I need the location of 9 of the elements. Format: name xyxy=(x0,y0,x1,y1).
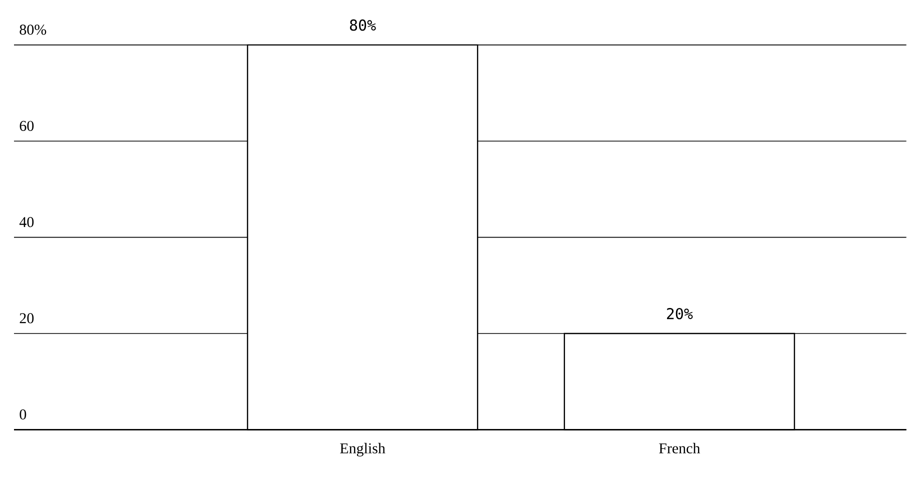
data-label: 20% xyxy=(667,308,693,320)
y-tick-label: 80% xyxy=(20,24,46,35)
x-tick-label: French xyxy=(659,443,700,454)
y-tick-label: 60 xyxy=(20,121,34,132)
x-tick-label: English xyxy=(340,443,386,457)
data-label: 80% xyxy=(350,20,376,31)
y-tick-label: 0 xyxy=(20,410,26,420)
y-tick-label: 20 xyxy=(20,313,34,324)
y-tick-label: 40 xyxy=(19,217,34,228)
